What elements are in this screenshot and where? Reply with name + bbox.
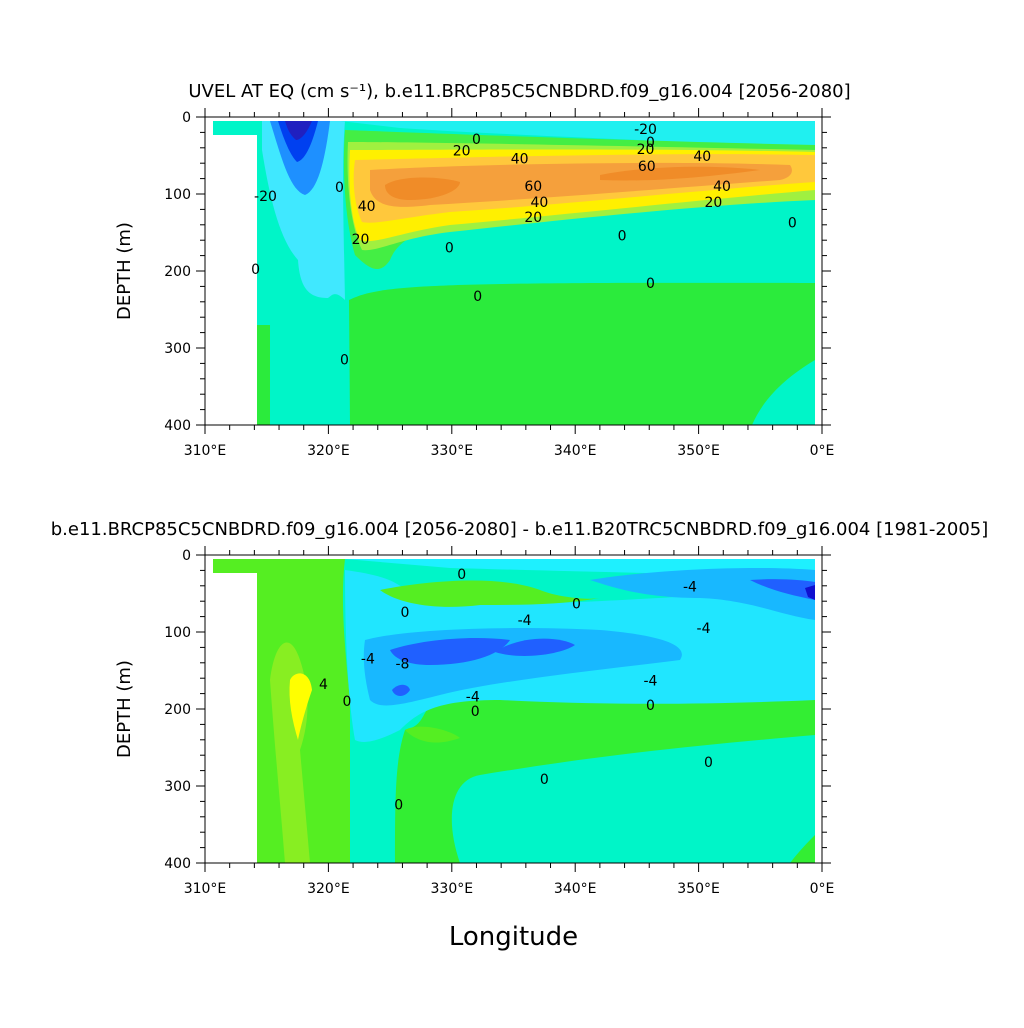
contour-fill [285,121,312,140]
contour-label: 0 [572,596,581,612]
contour-fill [805,585,815,600]
contour-label: 0 [394,797,403,813]
contour-fill [390,638,510,665]
contour-label: -20 [254,189,277,205]
contour-label: 20 [352,232,370,248]
x-tick-label: 320°E [307,443,350,459]
y-tick-label: 0 [182,110,191,126]
contour-label: 0 [618,228,627,244]
x-tick-label: 310°E [184,881,227,897]
contour-label: 0 [340,352,349,368]
contour-label: 0 [646,698,655,714]
contour-label: -8 [395,656,409,672]
contour-label: 20 [637,142,655,158]
x-axis-label: Longitude [449,922,578,952]
x-tick-label: 330°E [431,443,474,459]
contour-label: -4 [683,579,697,595]
contour-label: 40 [530,195,548,211]
no-data [213,573,257,863]
contour-label: -4 [643,673,657,689]
x-tick-label: 0°E [810,443,835,459]
y-tick-label: 400 [164,856,191,872]
contour-label: 60 [638,159,656,175]
y-tick-label: 300 [164,341,191,357]
contour-label: 40 [693,149,711,165]
contour-field [205,555,822,863]
contour-fill [278,121,318,162]
x-tick-label: 340°E [554,881,597,897]
x-tick-label: 330°E [431,881,474,897]
contour-label: -4 [466,689,480,705]
y-tick-label: 0 [182,548,191,564]
contour-label: 20 [453,144,471,160]
x-tick-label: 350°E [677,443,720,459]
contour-fill [392,684,410,696]
contour-label: 20 [704,195,722,211]
contour-label: -20 [634,122,657,138]
contour-label: 0 [471,704,480,720]
x-tick-label: 340°E [554,443,597,459]
contour-label: 0 [457,567,466,583]
no-data [815,555,822,863]
contour-label: 0 [704,755,713,771]
contour-fill [750,579,815,600]
contour-fill [495,638,575,656]
y-tick-label: 200 [164,702,191,718]
contour-fill [600,166,760,181]
contour-label: 0 [788,215,797,231]
contour-fill [395,690,815,863]
contour-label: 0 [400,605,409,621]
no-data [205,117,213,425]
contour-fill [349,282,815,425]
y-tick-label: 400 [164,418,191,434]
contour-label: 40 [511,151,529,167]
no-data [815,117,822,425]
y-tick-label: 100 [164,187,191,203]
contour-label: 40 [358,199,376,215]
no-data [213,135,257,425]
y-axis-label: DEPTH (m) [114,222,135,320]
y-tick-label: 100 [164,625,191,641]
y-axis-label: DEPTH (m) [114,660,135,758]
contour-label: -4 [518,613,532,629]
contour-label: 40 [713,179,731,195]
no-data [205,555,822,559]
chart-title: UVEL AT EQ (cm s⁻¹), b.e11.BRCP85C5CNBDR… [188,81,850,102]
no-data [205,117,822,121]
contour-fill [289,673,312,740]
contour-label: 0 [473,289,482,305]
chart-title: b.e11.BRCP85C5CNBDRD.f09_g16.004 [2056-2… [51,519,989,540]
contour-fill [385,177,460,200]
x-tick-label: 0°E [810,881,835,897]
contour-fill [340,121,815,148]
contour-fill [380,580,600,607]
contour-label: 20 [524,210,542,226]
contour-fill [405,726,460,743]
contour-label: 0 [646,135,655,151]
y-tick-label: 200 [164,264,191,280]
no-data [205,555,213,863]
contour-fill [790,835,815,863]
contour-fill [257,325,270,425]
contour-label: -4 [361,652,375,668]
contour-label: 0 [472,132,481,148]
contour-label: 0 [445,241,454,257]
contour-label: 0 [342,694,351,710]
contour-label: 0 [646,276,655,292]
x-tick-label: 320°E [307,881,350,897]
contour-fill [262,121,345,300]
y-tick-label: 300 [164,779,191,795]
contour-label: 60 [524,179,542,195]
contour-label: 4 [319,677,328,693]
x-tick-label: 350°E [677,881,720,897]
contour-label: 0 [335,180,344,196]
x-tick-label: 310°E [184,443,227,459]
contour-field [205,117,822,425]
contour-label: 0 [540,772,549,788]
contour-label: -4 [697,621,711,637]
contour-label: 0 [251,262,260,278]
